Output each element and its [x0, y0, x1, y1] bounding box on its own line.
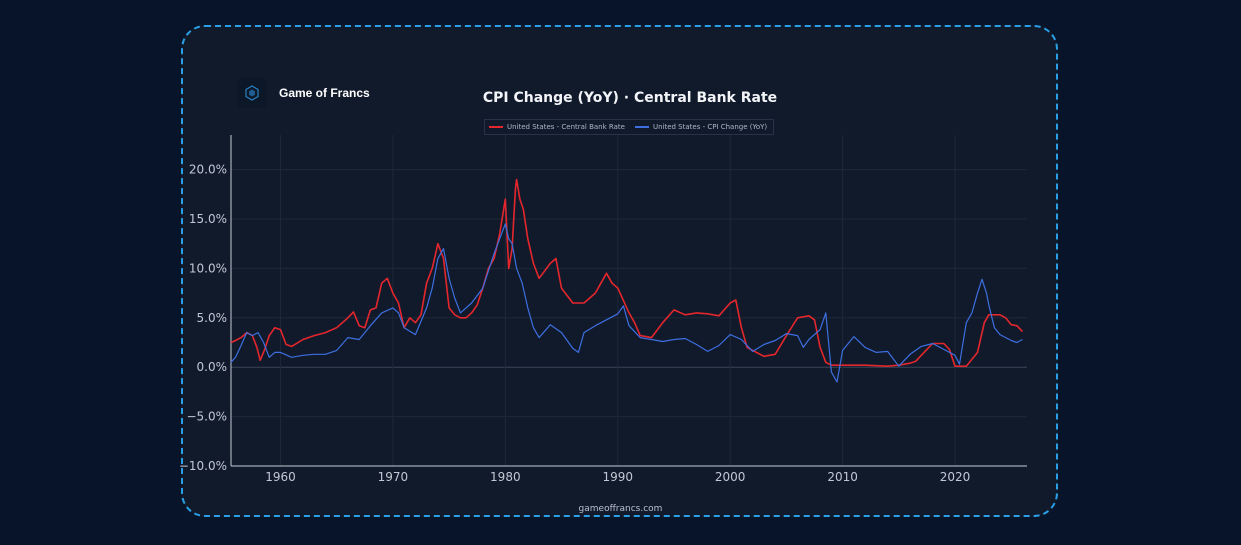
- y-tick-label: 15.0%: [189, 212, 227, 226]
- brand-name: Game of Francs: [279, 86, 370, 100]
- chart-card: [181, 25, 1058, 517]
- chart-legend[interactable]: United States - Central Bank Rate United…: [484, 119, 774, 135]
- legend-label-central-bank-rate: United States - Central Bank Rate: [507, 123, 625, 131]
- y-tick-label: 20.0%: [189, 163, 227, 177]
- y-tick-label: 5.0%: [197, 311, 228, 325]
- series-line-cpi-change: [230, 223, 1023, 383]
- y-tick-label: −10.0%: [179, 459, 227, 473]
- legend-item-cpi-change[interactable]: United States - CPI Change (YoY): [634, 123, 768, 131]
- x-tick-label: 1960: [265, 470, 296, 484]
- series-line-central-bank-rate: [230, 178, 1024, 367]
- legend-swatch-cpi-change: [634, 126, 649, 128]
- footer-url: gameoffrancs.com: [578, 504, 663, 514]
- x-tick-label: 1980: [490, 470, 521, 484]
- legend-swatch-central-bank-rate: [489, 126, 503, 128]
- brand: Game of Francs: [237, 78, 370, 108]
- y-tick-label: 10.0%: [189, 261, 227, 275]
- x-tick-label: 1970: [378, 470, 409, 484]
- legend-item-central-bank-rate[interactable]: United States - Central Bank Rate: [489, 123, 625, 131]
- hexagon-logo-icon: [237, 78, 267, 108]
- x-tick-label: 1990: [602, 470, 633, 484]
- chart-title: CPI Change (YoY) · Central Bank Rate: [482, 90, 778, 106]
- x-tick-label: 2010: [827, 470, 858, 484]
- x-tick-label: 2020: [940, 470, 971, 484]
- x-tick-label: 2000: [715, 470, 746, 484]
- y-tick-label: −5.0%: [186, 410, 227, 424]
- y-tick-label: 0.0%: [197, 360, 228, 374]
- legend-label-cpi-change: United States - CPI Change (YoY): [652, 123, 768, 131]
